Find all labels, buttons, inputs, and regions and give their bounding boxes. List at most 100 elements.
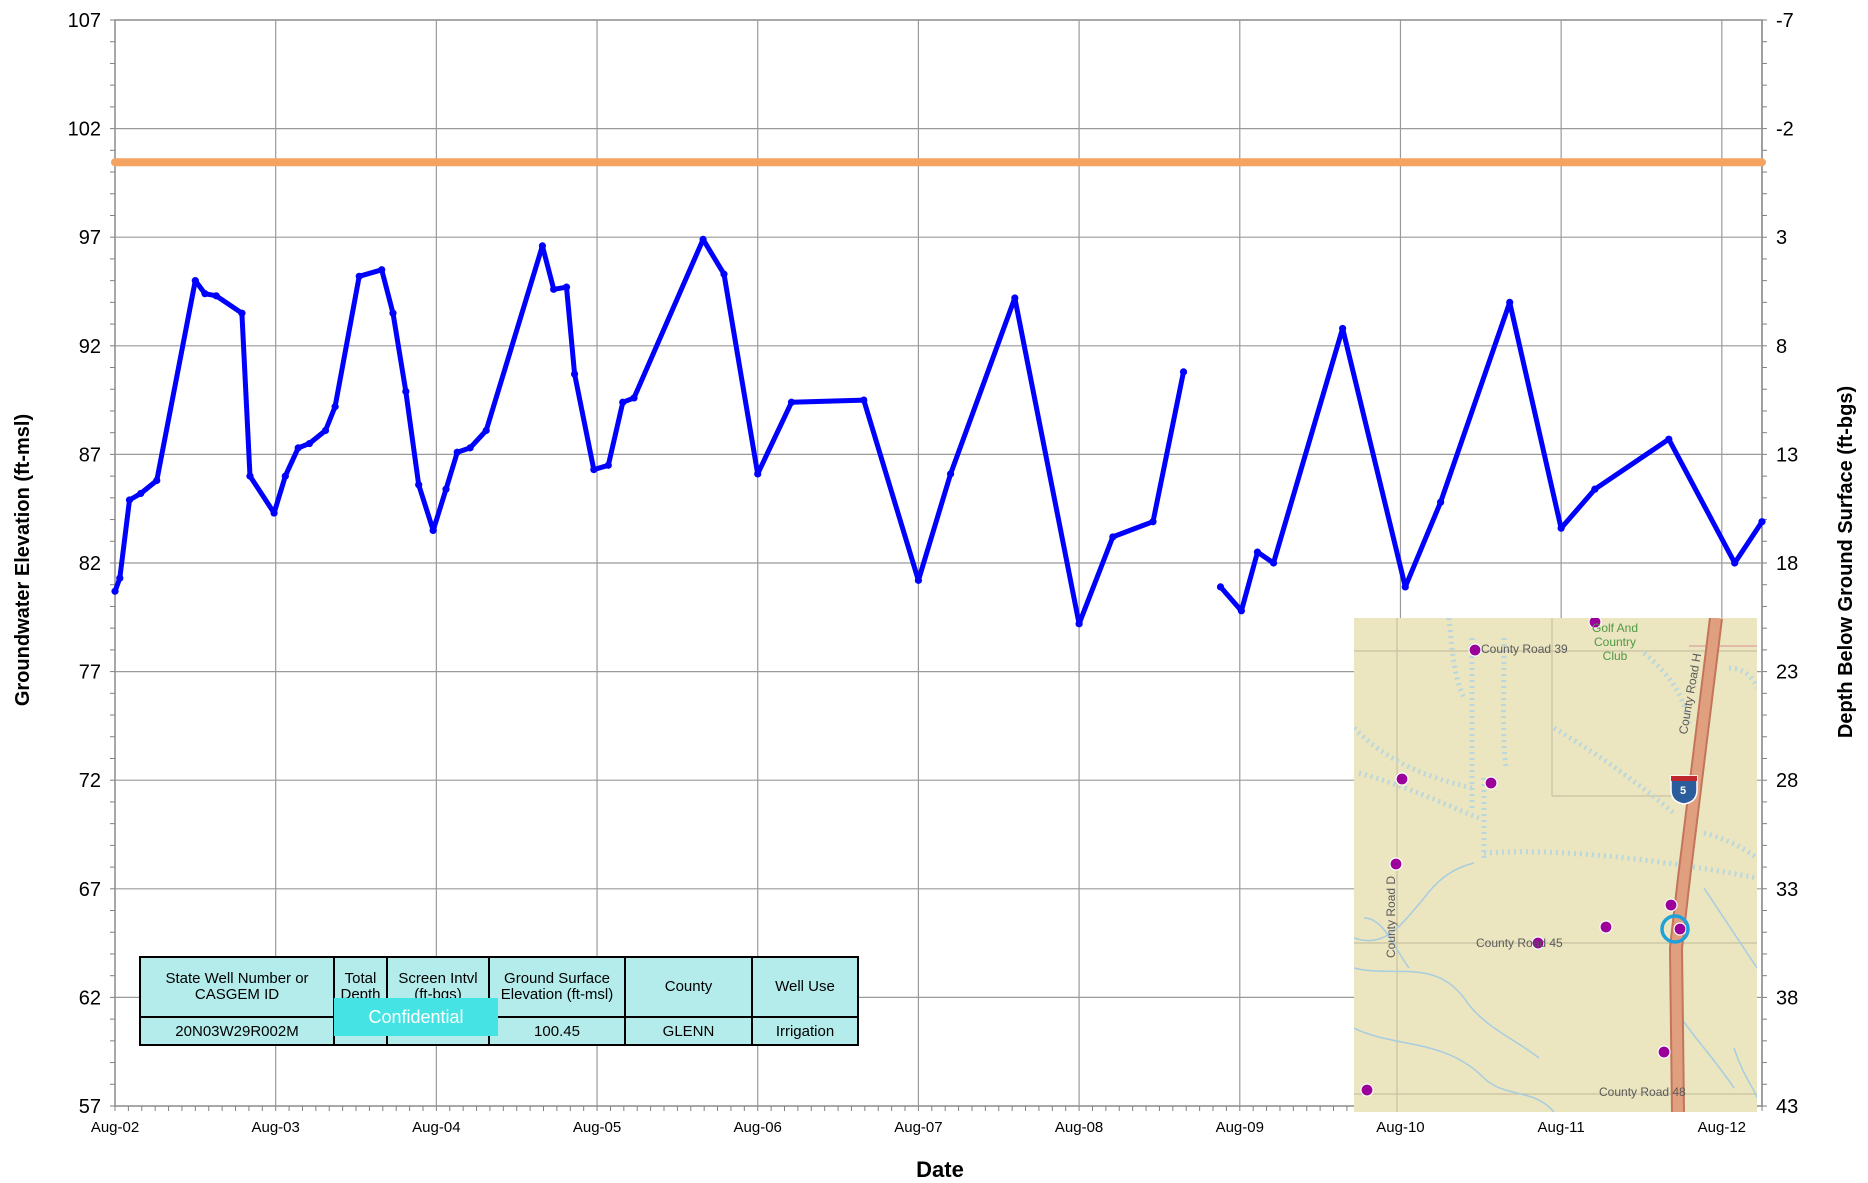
header-county: County xyxy=(624,956,753,1018)
data-point xyxy=(1149,518,1157,526)
header-well-use: Well Use xyxy=(751,956,859,1018)
data-point xyxy=(201,290,209,298)
data-point xyxy=(630,394,638,402)
data-point xyxy=(1253,548,1262,556)
x-axis-ticks: Aug-02 Aug-03 Aug-04 Aug-05 Aug-06 Aug-07 Aug-… xyxy=(91,1119,1746,1136)
data-point xyxy=(402,387,410,396)
cell-ground-surface: 100.45 xyxy=(488,1016,626,1046)
data-point xyxy=(619,398,627,406)
y2-tick-label: 8 xyxy=(1776,336,1787,358)
data-point xyxy=(111,587,119,595)
data-point xyxy=(378,266,386,274)
data-point xyxy=(191,277,199,285)
x-tick-label: Aug-07 xyxy=(894,1119,942,1136)
data-point xyxy=(1269,559,1278,567)
map-label-road45: County Road 45 xyxy=(1476,936,1563,950)
x-tick-label: Aug-09 xyxy=(1216,1119,1264,1136)
x-tick-label: Aug-10 xyxy=(1376,1119,1424,1136)
header-ground-surface: Ground Surface Elevation (ft-msl) xyxy=(488,956,626,1018)
data-point xyxy=(860,396,868,404)
cell-county: GLENN xyxy=(624,1016,753,1046)
data-point xyxy=(442,485,450,493)
data-point xyxy=(1665,435,1673,443)
data-point xyxy=(699,235,707,243)
data-point xyxy=(389,309,397,317)
location-map: County Road 39 Golf And Country Club Cou… xyxy=(1354,618,1757,1112)
data-point xyxy=(1731,559,1739,567)
y-tick-label: 97 xyxy=(79,227,101,249)
data-point xyxy=(212,292,220,300)
y-tick-label: 102 xyxy=(68,119,101,141)
data-point xyxy=(125,496,134,504)
x-tick-label: Aug-12 xyxy=(1698,1119,1746,1136)
y-tick-label: 72 xyxy=(79,770,101,792)
data-point xyxy=(550,285,558,293)
data-point xyxy=(946,470,955,478)
data-point xyxy=(305,439,314,448)
x-tick-label: Aug-05 xyxy=(573,1119,621,1136)
data-point xyxy=(1075,620,1083,628)
data-point xyxy=(604,461,612,469)
data-point xyxy=(453,448,461,456)
y2-tick-label: -7 xyxy=(1776,10,1794,32)
series-group xyxy=(111,158,1766,628)
data-point xyxy=(570,370,579,378)
data-point xyxy=(914,576,923,584)
y2-tick-label: 33 xyxy=(1776,879,1798,901)
data-point xyxy=(116,574,124,582)
y-tick-label: 62 xyxy=(79,987,101,1009)
data-point xyxy=(429,526,437,535)
map-label-roadD: County Road D xyxy=(1384,875,1398,958)
well-info-table: State Well Number or CASGEM ID Total Dep… xyxy=(139,956,859,1046)
data-point xyxy=(294,444,302,452)
cell-well-number: 20N03W29R002M xyxy=(139,1016,335,1046)
data-point xyxy=(1179,368,1188,376)
data-point xyxy=(720,270,728,278)
data-point xyxy=(1109,533,1117,541)
y2-tick-label: -2 xyxy=(1776,119,1794,141)
x-tick-label: Aug-03 xyxy=(251,1119,299,1136)
y-tick-label: 82 xyxy=(79,553,101,575)
y2-tick-label: 28 xyxy=(1776,770,1798,792)
data-point xyxy=(246,472,254,480)
y2-tick-label: 13 xyxy=(1776,444,1798,466)
cell-well-use: Irrigation xyxy=(751,1016,859,1046)
data-point xyxy=(281,472,289,480)
data-point xyxy=(466,444,474,452)
data-point xyxy=(1557,524,1565,532)
data-point xyxy=(1011,294,1019,302)
map-label-road48: County Road 48 xyxy=(1599,1085,1686,1099)
y-axis-title: Groundwater Elevation (ft-msl) xyxy=(12,414,34,706)
y-tick-label: 92 xyxy=(79,336,101,358)
confidential-label: Confidential xyxy=(334,998,498,1036)
x-tick-label: Aug-11 xyxy=(1538,1119,1585,1136)
data-point xyxy=(1237,607,1245,615)
y-tick-label: 87 xyxy=(79,444,101,466)
y-tick-label: 107 xyxy=(68,10,101,32)
y2-tick-label: 43 xyxy=(1776,1096,1798,1118)
x-tick-label: Aug-02 xyxy=(91,1119,139,1136)
map-label-golf: Golf And Country Club xyxy=(1591,621,1639,663)
data-point xyxy=(538,242,547,250)
y-tick-label: 57 xyxy=(79,1096,101,1118)
data-point xyxy=(1401,583,1409,591)
selected-well-icon xyxy=(1660,914,1690,944)
x-tick-label: Aug-08 xyxy=(1055,1119,1103,1136)
y-tick-label: 77 xyxy=(79,662,101,684)
map-graphics xyxy=(1354,618,1757,1112)
data-point xyxy=(1437,498,1445,506)
data-point xyxy=(1216,583,1225,591)
data-point xyxy=(482,426,490,435)
y2-tick-label: 23 xyxy=(1776,662,1798,684)
data-point xyxy=(562,283,571,291)
y2-tick-label: 38 xyxy=(1776,987,1798,1009)
water-level-line xyxy=(1218,299,1765,614)
x-axis-title: Date xyxy=(916,1157,964,1182)
data-point xyxy=(1506,298,1514,306)
data-point xyxy=(321,426,330,435)
header-well-number: State Well Number or CASGEM ID xyxy=(139,956,335,1018)
x-tick-label: Aug-06 xyxy=(734,1119,782,1136)
x-tick-label: Aug-04 xyxy=(412,1119,460,1136)
data-point xyxy=(1758,518,1766,526)
